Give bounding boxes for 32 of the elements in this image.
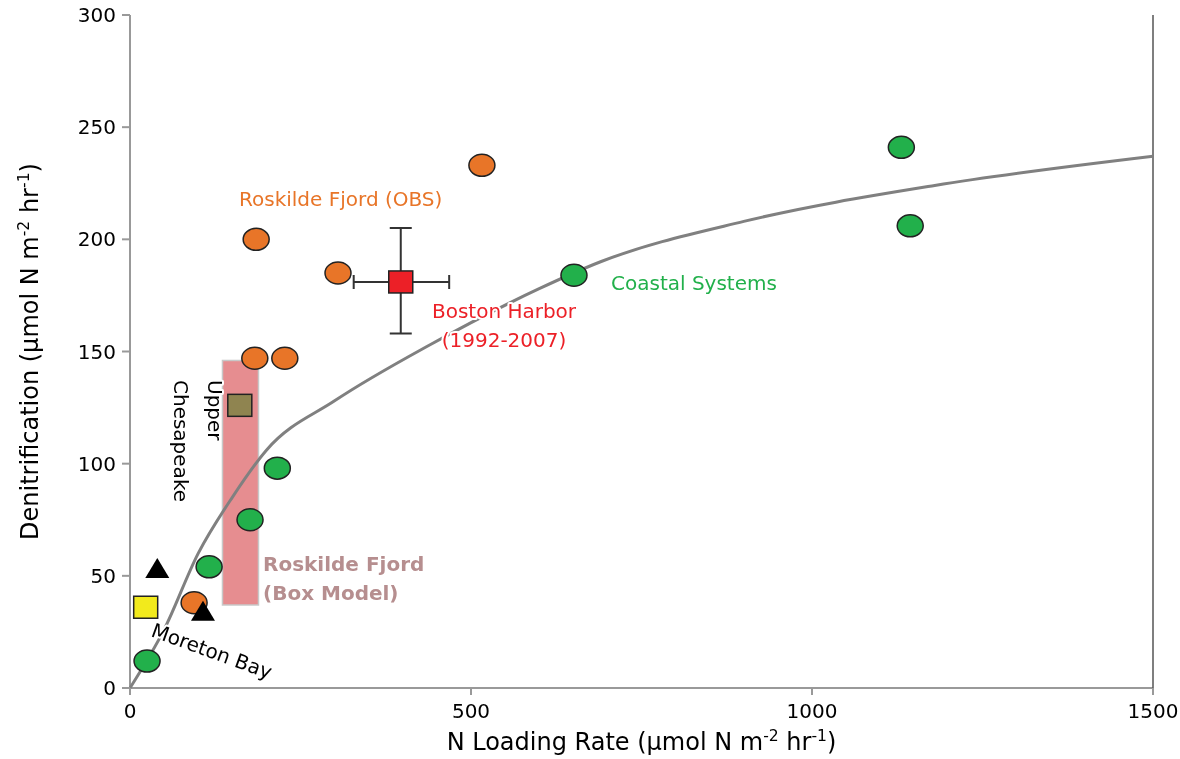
point — [388, 270, 414, 294]
point — [227, 393, 253, 418]
point — [324, 261, 352, 285]
y-tick-label: 50 — [90, 563, 116, 588]
series-label: Roskilde Fjord (Box Model) — [263, 552, 425, 605]
point — [236, 508, 264, 532]
series-label: Roskilde Fjord (OBS) — [239, 187, 443, 211]
point — [263, 456, 292, 480]
x-tick-label: 500 — [451, 699, 491, 723]
point — [195, 555, 223, 579]
point — [560, 263, 588, 287]
x-tick-label: 1000 — [786, 699, 838, 723]
x-axis-title: N Loading Rate (µmol N m$^{-2}$ hr$^{-1}$) — [446, 727, 837, 756]
y-tick-label: 100 — [77, 451, 116, 476]
y-tick-label: 0 — [103, 676, 116, 700]
point — [145, 558, 170, 579]
y-tick-label: 200 — [77, 227, 116, 252]
point — [241, 346, 269, 370]
point — [242, 227, 270, 252]
series-label: Coastal Systems — [611, 271, 777, 295]
point — [468, 153, 496, 178]
point — [132, 595, 159, 619]
x-tick-label: 0 — [123, 699, 137, 723]
y-tick-label: 300 — [77, 3, 116, 27]
point — [271, 346, 299, 370]
y-tick-label: 150 — [77, 339, 116, 364]
text: Upper Chesapeake — [169, 380, 227, 503]
point — [190, 600, 215, 621]
point — [887, 135, 916, 160]
point — [896, 214, 924, 238]
y-tick-label: 250 — [77, 115, 116, 140]
x-tick-label: 1500 — [1127, 699, 1179, 723]
